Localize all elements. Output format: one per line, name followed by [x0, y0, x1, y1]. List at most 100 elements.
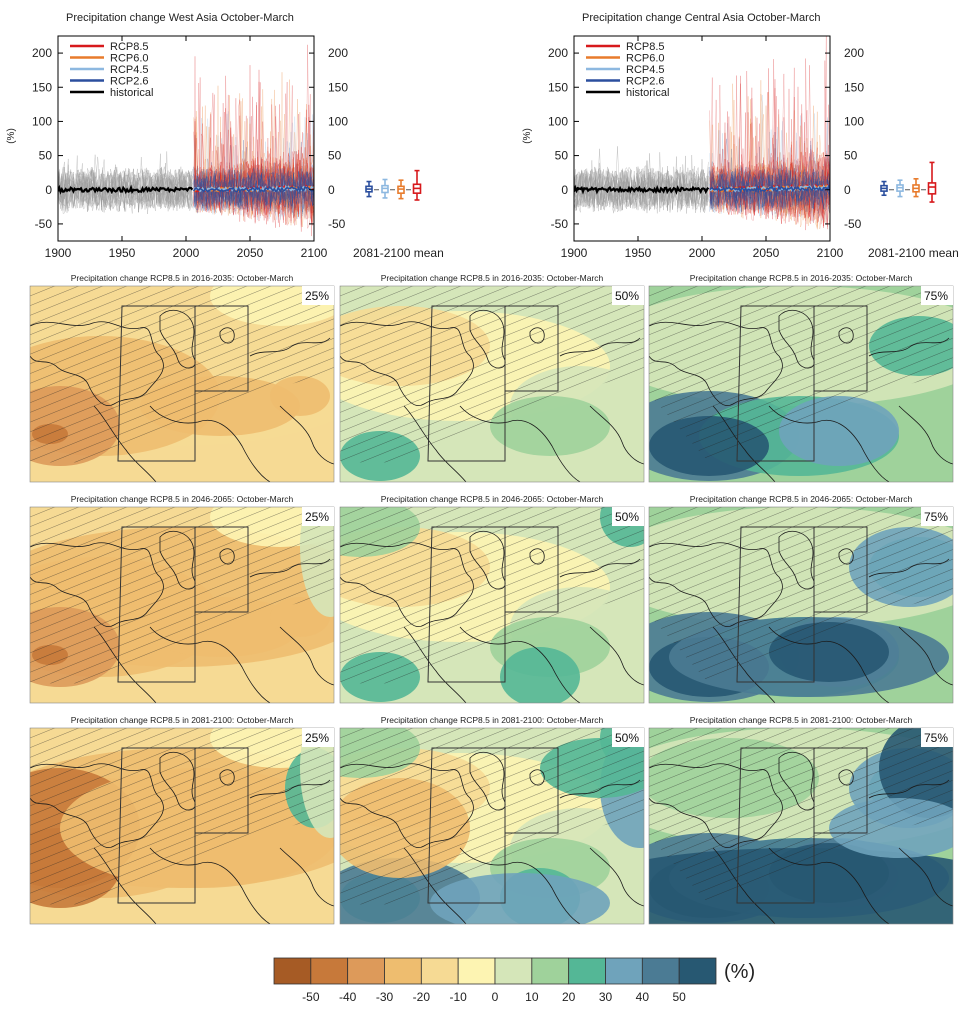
map-coastline [589, 405, 644, 465]
ts-ytick-label-left: 150 [548, 80, 568, 94]
map-coastline [778, 751, 815, 811]
ts-RCP26-member [709, 144, 830, 214]
ts-RCP45-member [709, 131, 830, 216]
ts-ytick-label-left: 0 [561, 183, 568, 197]
map-title: Precipitation change RCP8.5 in 2081-2100… [381, 715, 604, 725]
ts-ytick-label-right: 200 [844, 46, 864, 60]
map-percentile-label: 50% [615, 731, 639, 745]
ts-RCP26-member [193, 168, 314, 210]
ts-xtick-label: 2050 [237, 246, 264, 260]
map-coastline [712, 626, 776, 703]
ts-xtick-label: 2050 [753, 246, 780, 260]
colorbar-tick-label: -10 [449, 990, 467, 1004]
map-contour-region [430, 873, 610, 924]
map-coastline [403, 405, 467, 482]
map-percentile-label: 75% [924, 289, 948, 303]
map-coastline [649, 763, 783, 848]
ts-ytick-label-left: 200 [548, 46, 568, 60]
map-region-west-asia [736, 747, 815, 904]
map-coastline [340, 542, 474, 627]
ts-ytick-label-left: 100 [548, 114, 568, 128]
map-contour-region [500, 647, 580, 703]
map-coastline [93, 847, 157, 924]
map-frame [339, 285, 645, 483]
map-field [649, 286, 953, 482]
map-panel-r2-25pct: 25% Precipitation change RCP8.5 in 2046-2… [29, 494, 335, 704]
map-region-west-asia [117, 747, 196, 904]
ts-RCP26-member [709, 166, 830, 210]
legend-label: historical [110, 87, 153, 99]
ts-RCP26-member [709, 132, 830, 216]
map-percentile-box [302, 728, 334, 747]
map-coastline [768, 626, 890, 703]
map-region-west-asia [117, 526, 196, 683]
map-coastline [649, 542, 783, 627]
map-coastline [159, 751, 196, 811]
ts-RCP26-member [193, 160, 314, 218]
map-coastline [868, 779, 950, 799]
map-region-west-asia [427, 526, 506, 683]
map-hatching [340, 507, 644, 684]
map-frame [648, 506, 954, 704]
ts-xtick-label: 1950 [109, 246, 136, 260]
map-hatching [30, 507, 334, 684]
ts-RCP85-member [193, 44, 314, 227]
map-frame [29, 506, 335, 704]
ts-ytick-label-left: -50 [551, 217, 569, 231]
colorbar-unit: (%) [724, 961, 755, 983]
map-title: Precipitation change RCP8.5 in 2081-2100… [71, 715, 294, 725]
ts-historical-member [58, 163, 193, 211]
ts-RCP26-member [193, 168, 314, 213]
ts-RCP85-member [193, 69, 314, 223]
colorbar-segment [273, 957, 312, 985]
map-coastline [768, 847, 890, 924]
ts-RCP45-member [709, 130, 830, 218]
map-coastline [559, 779, 641, 799]
ts-RCP60-member [709, 91, 830, 230]
ts-xtick-label: 1900 [561, 246, 588, 260]
ts-RCP26-member [709, 169, 830, 210]
ts-xtick-label: 1950 [625, 246, 652, 260]
timeseries-west-asia: Precipitation change West Asia October-M… [6, 12, 444, 260]
ts-RCP85-member [709, 65, 830, 225]
ts-ytick-label-right: 150 [844, 80, 864, 94]
ts-ytick-label-left: 50 [39, 149, 53, 163]
ts-ytick-label-left: 100 [32, 114, 52, 128]
ts-RCP85-member [709, 84, 830, 230]
map-coastline [159, 530, 196, 590]
ts-RCP60-member [709, 125, 830, 226]
ts-xtick-label: 2100 [301, 246, 328, 260]
map-coastline [279, 405, 334, 465]
map-hatching [340, 728, 644, 905]
ts-RCP85-member [193, 82, 314, 229]
map-region-west-asia [117, 305, 196, 462]
map-percentile-box [612, 286, 644, 305]
ts-ytick-label-right: 50 [844, 149, 858, 163]
ts-xtick-label: 2000 [689, 246, 716, 260]
map-panel-r3-25pct: 25% Precipitation change RCP8.5 in 2081-2… [29, 715, 335, 925]
legend-label: historical [626, 87, 669, 99]
ts-RCP26-member [193, 163, 314, 211]
ts-RCP26-member [709, 143, 830, 216]
colorbar-tick-label: -20 [413, 990, 431, 1004]
map-hatching [649, 728, 953, 905]
map-coastline [898, 405, 953, 465]
ts-RCP45-member [193, 117, 314, 219]
ts-RCP26-member [193, 166, 314, 211]
ts-ytick-label-right: 100 [328, 114, 348, 128]
map-grid: 25% Precipitation change RCP8.5 in 2016-2… [29, 273, 954, 925]
colorbar-tick-label: 50 [672, 990, 686, 1004]
ts-RCP85-member [709, 59, 830, 227]
ts-ylabel: (%) [6, 128, 17, 144]
map-coastline [868, 558, 950, 578]
ts-title: Precipitation change Central Asia Octobe… [582, 12, 820, 24]
map-coastline [898, 847, 953, 907]
colorbar-segment [347, 957, 385, 985]
ts-mean-historical [58, 184, 194, 195]
map-coastline [589, 847, 644, 907]
map-coastline [149, 847, 271, 924]
ts-RCP85-member [709, 58, 830, 220]
map-coastline [529, 769, 545, 786]
colorbar-tick-label: 0 [492, 990, 499, 1004]
ts-RCP85-member [193, 82, 314, 232]
